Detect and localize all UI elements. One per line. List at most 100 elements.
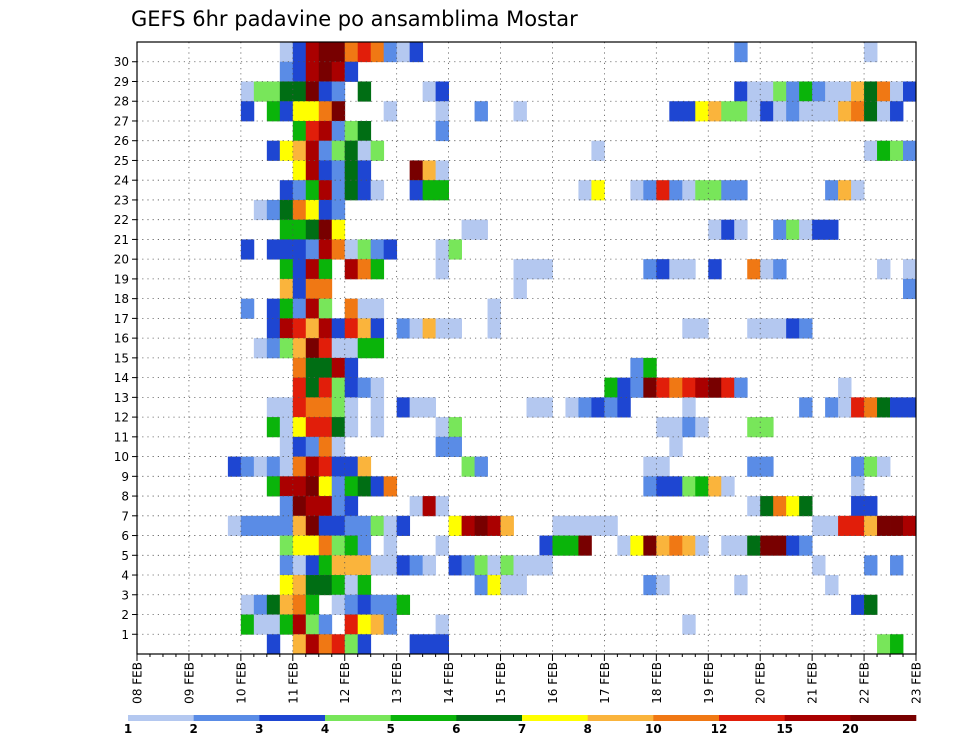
heatmap-cell xyxy=(669,180,683,201)
heatmap-cell xyxy=(656,456,670,477)
heatmap-cell xyxy=(578,180,592,201)
y-tick-label: 10 xyxy=(114,450,129,464)
heatmap-cell xyxy=(708,180,722,201)
heatmap-cell xyxy=(370,42,385,63)
heatmap-cell xyxy=(435,496,449,517)
heatmap-cell xyxy=(292,417,307,438)
x-tick-label: 17 FEB xyxy=(598,662,612,704)
heatmap-cell xyxy=(539,259,553,280)
heatmap-cell xyxy=(812,515,826,536)
colorbar-label: 1 xyxy=(124,722,132,736)
heatmap-cell xyxy=(422,634,437,655)
heatmap-cell xyxy=(825,101,839,122)
heatmap-cell xyxy=(474,456,488,477)
heatmap-cell xyxy=(409,397,424,418)
heatmap-cell xyxy=(357,476,372,497)
heatmap-cell xyxy=(669,417,683,438)
x-tick-label: 21 FEB xyxy=(806,662,820,704)
heatmap-cell xyxy=(266,298,281,319)
heatmap-cell xyxy=(279,515,294,536)
heatmap-cell xyxy=(318,476,333,497)
heatmap-cell xyxy=(344,42,359,63)
heatmap-cell xyxy=(786,81,800,102)
heatmap-cell xyxy=(422,397,437,418)
heatmap-cell xyxy=(513,555,527,576)
heatmap-cell xyxy=(682,417,696,438)
heatmap-cell xyxy=(331,496,346,517)
heatmap-cell xyxy=(344,515,359,536)
heatmap-cell xyxy=(695,101,709,122)
heatmap-cell xyxy=(383,555,398,576)
heatmap-cell xyxy=(279,338,294,359)
heatmap-cell xyxy=(487,318,501,339)
heatmap-cell xyxy=(396,555,411,576)
heatmap-cell xyxy=(240,101,255,122)
heatmap-cell xyxy=(851,81,865,102)
heatmap-cell xyxy=(357,377,372,398)
heatmap-cell xyxy=(318,81,333,102)
heatmap-cell xyxy=(838,515,852,536)
heatmap-cell xyxy=(643,456,657,477)
heatmap-cell xyxy=(422,180,437,201)
heatmap-cell xyxy=(435,259,449,280)
heatmap-cell xyxy=(851,594,865,615)
heatmap-cell xyxy=(357,575,372,596)
heatmap-cell xyxy=(305,61,320,82)
heatmap-cell xyxy=(383,476,398,497)
heatmap-cell xyxy=(708,377,722,398)
heatmap-cell xyxy=(370,614,385,635)
heatmap-cell xyxy=(331,397,346,418)
heatmap-cell xyxy=(318,298,333,319)
heatmap-cell xyxy=(656,180,670,201)
heatmap-cell xyxy=(331,318,346,339)
heatmap-cell xyxy=(435,160,449,181)
heatmap-cell xyxy=(266,81,281,102)
heatmap-cell xyxy=(318,42,333,63)
heatmap-cell xyxy=(253,594,268,615)
heatmap-cell xyxy=(617,377,631,398)
heatmap-cell xyxy=(266,318,281,339)
heatmap-cell xyxy=(292,555,307,576)
heatmap-cell xyxy=(383,101,398,122)
heatmap-cell xyxy=(422,160,437,181)
heatmap-cell xyxy=(435,101,449,122)
heatmap-cell xyxy=(279,81,294,102)
heatmap-cell xyxy=(318,496,333,517)
heatmap-cell xyxy=(474,101,488,122)
heatmap-cell xyxy=(578,535,592,556)
heatmap-cell xyxy=(344,318,359,339)
heatmap-cell xyxy=(682,318,696,339)
heatmap-cell xyxy=(383,614,398,635)
heatmap-cell xyxy=(292,515,307,536)
heatmap-cell xyxy=(344,377,359,398)
heatmap-cell xyxy=(318,634,333,655)
heatmap-cell xyxy=(279,456,294,477)
heatmap-cell xyxy=(487,555,501,576)
heatmap-cell xyxy=(799,219,813,240)
heatmap-cell xyxy=(344,417,359,438)
heatmap-cell xyxy=(773,496,787,517)
heatmap-cell xyxy=(435,239,449,260)
heatmap-cells xyxy=(227,42,917,655)
heatmap-cell xyxy=(305,575,320,596)
heatmap-cell xyxy=(370,397,385,418)
heatmap-cell xyxy=(344,298,359,319)
heatmap-cell xyxy=(318,417,333,438)
heatmap-cell xyxy=(292,456,307,477)
heatmap-cell xyxy=(422,81,437,102)
heatmap-cell xyxy=(292,614,307,635)
heatmap-cell xyxy=(305,259,320,280)
heatmap-cell xyxy=(357,120,372,142)
heatmap-cell xyxy=(370,476,385,497)
heatmap-cell xyxy=(708,259,722,280)
heatmap-cell xyxy=(721,180,735,201)
colorbar-swatch xyxy=(128,715,194,721)
heatmap-cell xyxy=(838,377,852,398)
heatmap-cell xyxy=(331,101,346,122)
heatmap-cell xyxy=(474,219,488,240)
heatmap-cell xyxy=(305,555,320,576)
heatmap-cell xyxy=(851,496,865,517)
heatmap-cell xyxy=(292,535,307,556)
x-tick-label: 20 FEB xyxy=(754,662,768,704)
heatmap-cell xyxy=(903,397,917,418)
